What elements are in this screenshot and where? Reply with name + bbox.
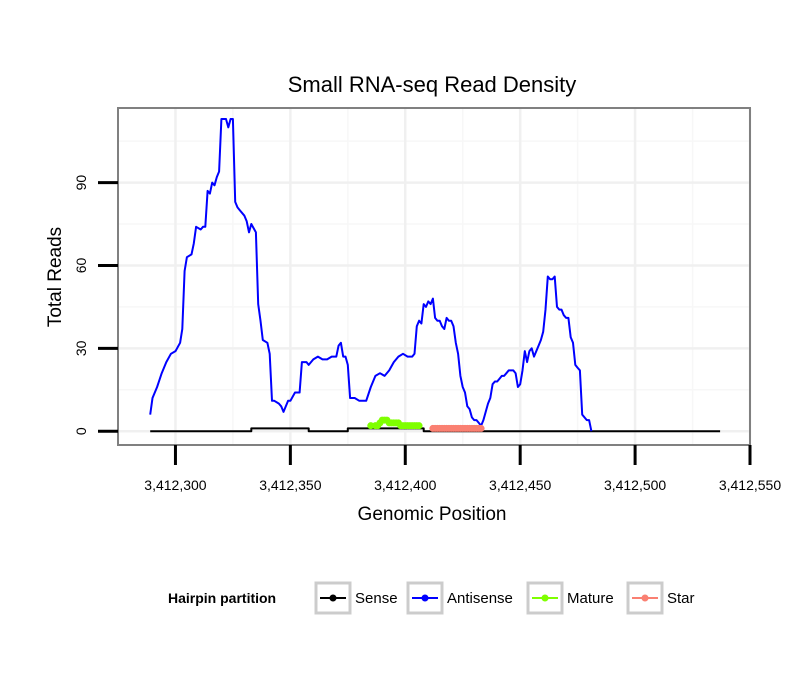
series-line-antisense [149,118,593,432]
y-tick-label: 30 [73,340,89,356]
legend-point-sense [329,594,337,602]
y-axis: 0 30 60 90 [73,175,118,435]
data-point-star [477,424,485,432]
x-tick-label: 3,412,300 [144,477,206,493]
legend-point-mature [541,594,549,602]
y-tick-label: 60 [73,257,89,273]
legend-label-mature: Mature [567,590,614,607]
chart-title: Small RNA-seq Read Density [288,72,577,97]
x-tick-label: 3,412,450 [489,477,551,493]
plot-area [117,107,752,446]
y-tick-label: 0 [73,427,89,435]
y-tick-label: 90 [73,175,89,191]
x-axis: 3,412,300 3,412,350 3,412,400 3,412,450 3,41… [144,445,781,493]
legend-point-star [641,594,649,602]
x-tick-label: 3,412,550 [719,477,781,493]
legend-label-star: Star [667,590,695,607]
x-tick-label: 3,412,500 [604,477,666,493]
y-axis-title: Total Reads [45,227,66,327]
x-tick-label: 3,412,400 [374,477,436,493]
x-axis-title: Genomic Position [358,504,507,525]
legend: Hairpin partition Sense Antisense Mature St… [168,581,695,615]
legend-point-antisense [421,594,429,602]
plot-border [117,107,751,446]
x-tick-label: 3,412,350 [259,477,321,493]
data-point-mature [415,422,423,430]
series-line-sense [150,427,721,433]
plot-background [118,108,750,445]
legend-label-sense: Sense [355,590,398,607]
legend-title: Hairpin partition [168,590,276,606]
legend-label-antisense: Antisense [447,590,513,607]
